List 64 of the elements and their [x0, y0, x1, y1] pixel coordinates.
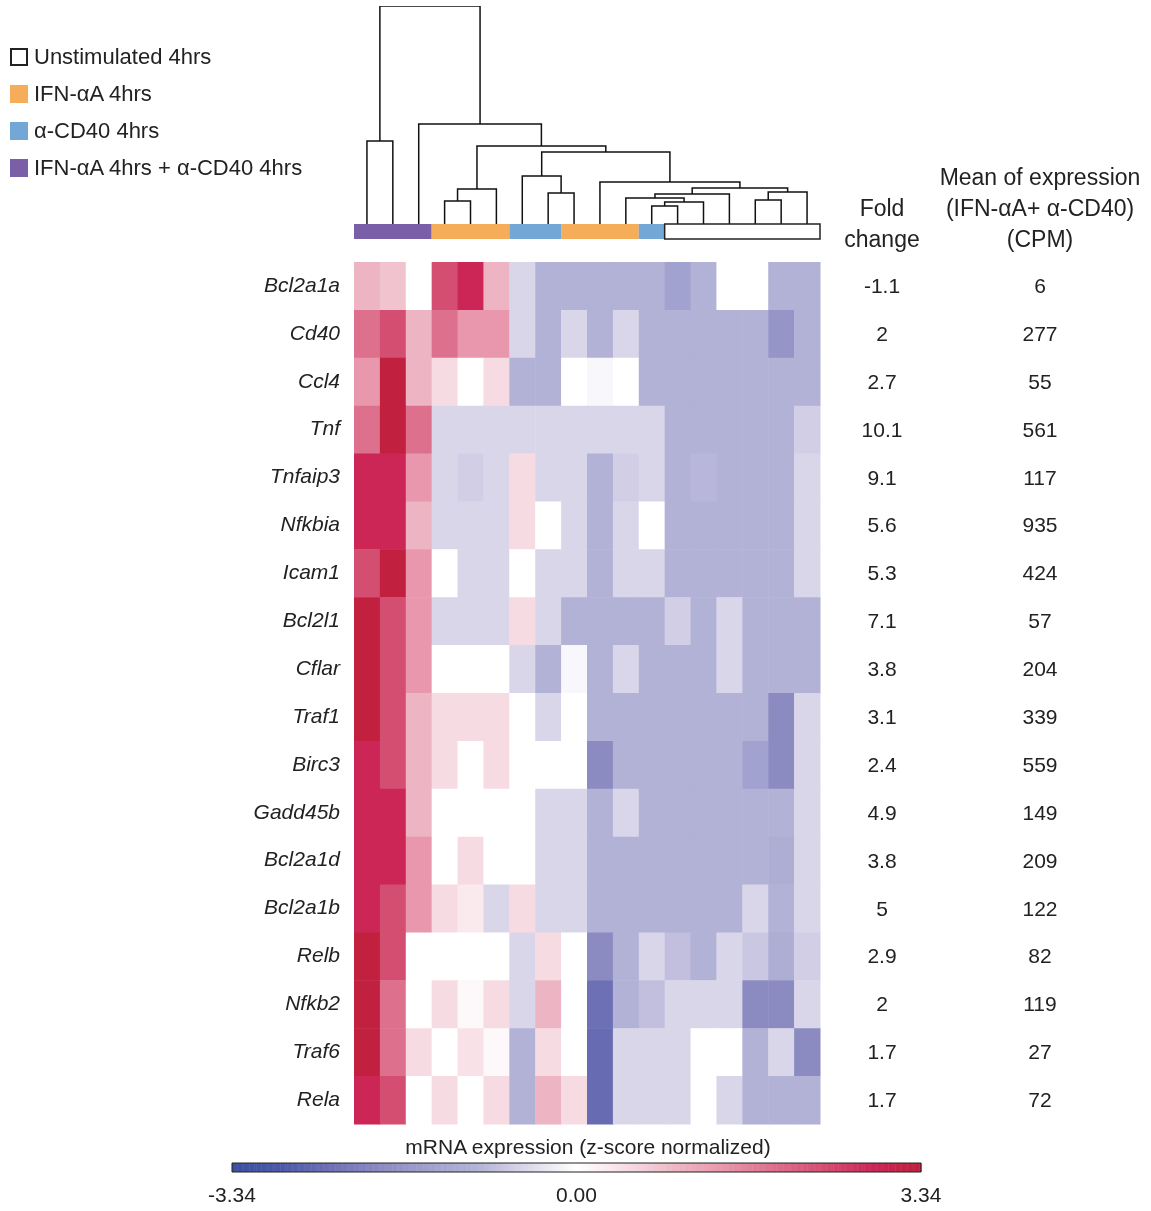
y-tick-label: Bcl2a1b	[264, 895, 341, 919]
text: 2.9	[866, 944, 898, 969]
text: 82	[1027, 944, 1053, 969]
text: 209	[1021, 848, 1059, 873]
text: 2	[875, 992, 889, 1017]
color-bar-label: 0.00	[556, 1183, 597, 1207]
y-tick-label: Nfkb2	[285, 991, 341, 1015]
y-tick-label: Ccl4	[297, 368, 340, 392]
y-tick-label: Bcl2a1a	[264, 272, 340, 296]
text: 204	[1021, 657, 1059, 682]
text: 424	[1021, 561, 1059, 586]
y-tick-label: Rela	[296, 1086, 340, 1110]
y-tick-label: Tnf	[309, 416, 343, 440]
text: 2.4	[866, 752, 898, 777]
text: 27	[1027, 1040, 1053, 1065]
text: Unstimulated 4hrs	[34, 43, 212, 70]
text: 5.6	[866, 513, 898, 538]
text: Mean of expression (IFN-αA+ α-CD40) (CPM)	[938, 163, 1142, 254]
text: 149	[1021, 800, 1059, 825]
y-tick-label: Gadd45b	[253, 799, 341, 823]
text: 57	[1027, 609, 1053, 634]
text: 119	[1022, 992, 1058, 1017]
text: 10.1	[860, 417, 904, 442]
text: 7.1	[866, 609, 898, 634]
text: 3.1	[866, 704, 898, 729]
text: 122	[1021, 896, 1059, 921]
text: 117	[1022, 465, 1058, 490]
text: 6	[1033, 273, 1047, 298]
text: 1.7	[866, 1040, 898, 1065]
text: -1.1	[862, 273, 902, 298]
y-tick-label: Nfkbia	[280, 512, 340, 536]
color-bar-label: -3.34	[208, 1183, 257, 1207]
y-tick-label: Traf6	[292, 1039, 341, 1063]
text: 1.7	[866, 1088, 898, 1113]
text: α-CD40 4hrs	[34, 117, 160, 144]
y-tick-label: Traf1	[292, 703, 340, 727]
text: 55	[1027, 369, 1053, 394]
color-bar-title: mRNA expression (z-score normalized)	[405, 1135, 771, 1159]
text: 277	[1021, 321, 1059, 346]
y-tick-label: Cd40	[289, 320, 341, 344]
y-tick-label: Bcl2a1d	[264, 847, 342, 871]
text: 339	[1021, 704, 1059, 729]
text: 9.1	[866, 465, 898, 490]
text: IFN-αA 4hrs + α-CD40 4hrs	[34, 154, 303, 181]
y-tick-label: Bcl2l1	[282, 608, 340, 632]
y-tick-label: Birc3	[292, 751, 341, 775]
text: 2	[875, 321, 889, 346]
text: 559	[1021, 752, 1059, 777]
text: 72	[1027, 1088, 1053, 1113]
y-tick-label: Relb	[296, 943, 341, 967]
text: 2.7	[866, 369, 898, 394]
text: 3.8	[866, 657, 898, 682]
y-tick-label: Icam1	[282, 560, 340, 584]
color-bar-label: 3.34	[900, 1183, 942, 1207]
text: 3.8	[866, 848, 898, 873]
text: 5.3	[866, 561, 898, 586]
text: 5	[875, 896, 889, 921]
y-tick-label: Tnfaip3	[269, 464, 341, 488]
text: 4.9	[866, 800, 898, 825]
text: 935	[1021, 513, 1059, 538]
text: Fold change	[843, 194, 921, 254]
text: IFN-αA 4hrs	[34, 80, 152, 107]
text: 561	[1021, 417, 1059, 442]
y-tick-label: Cflar	[295, 655, 341, 679]
